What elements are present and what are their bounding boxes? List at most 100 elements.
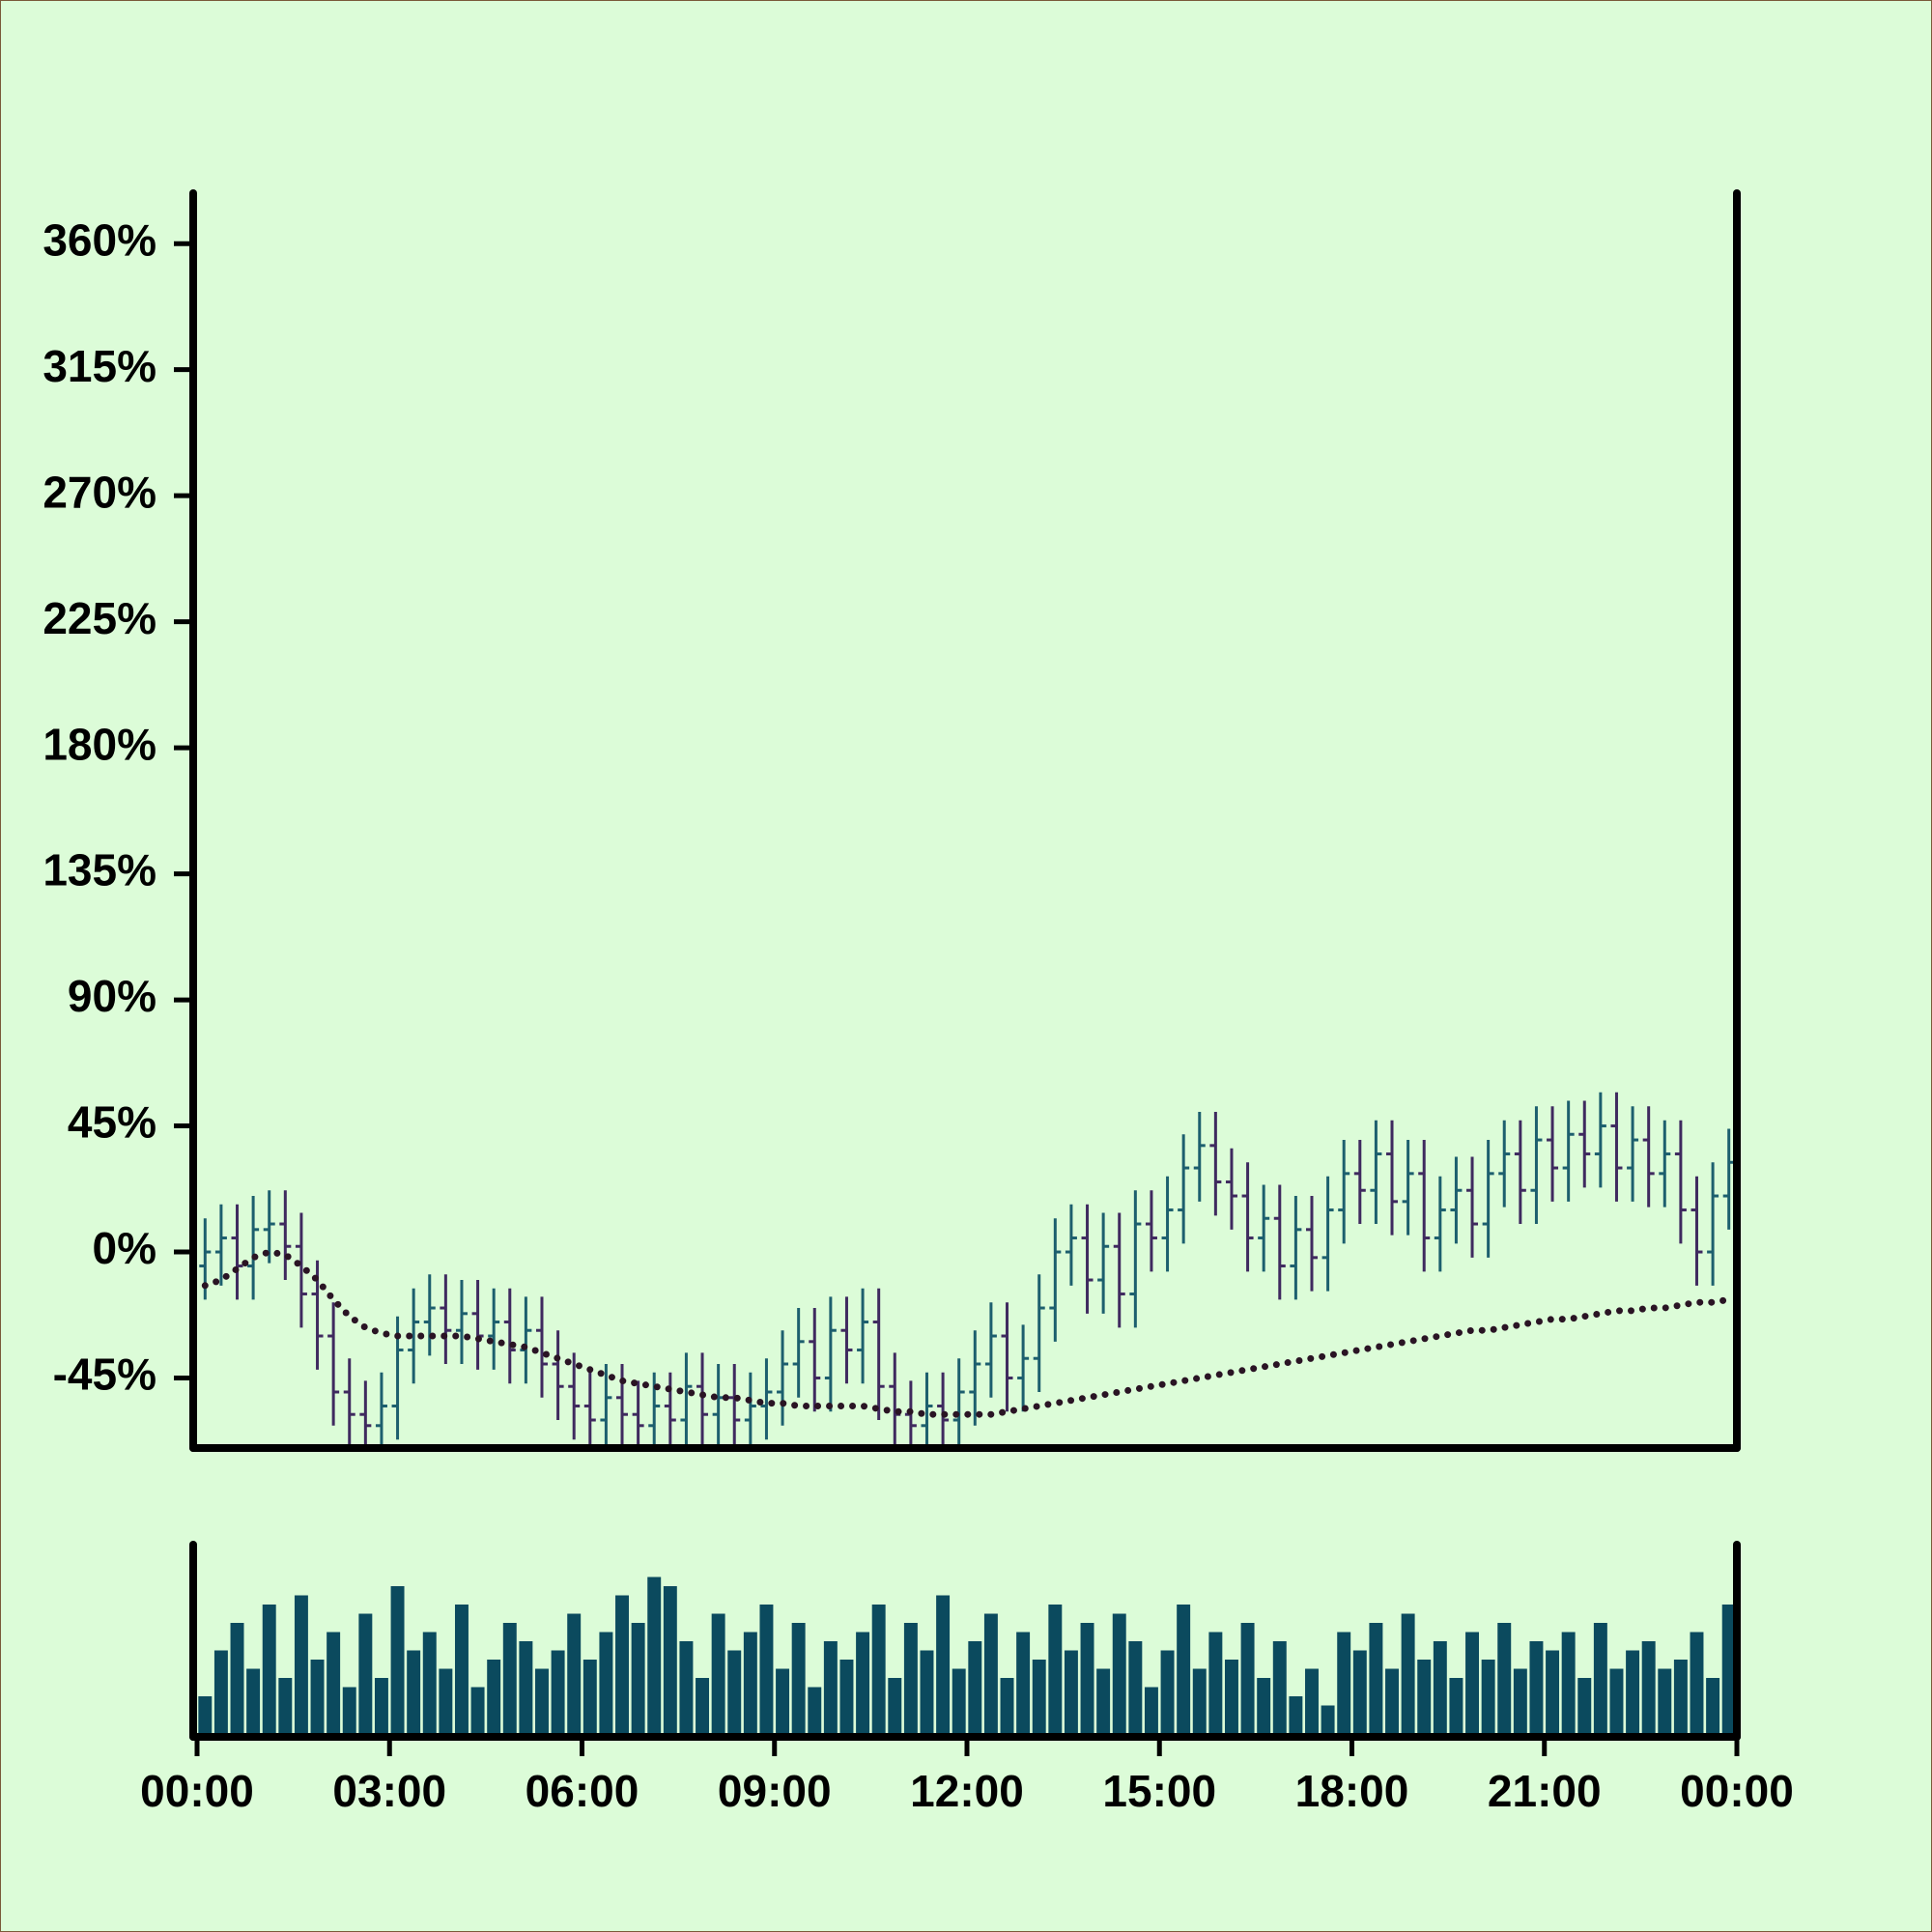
volume-bar <box>663 1586 677 1733</box>
volume-bar <box>1577 1678 1592 1733</box>
volume-bar <box>582 1660 597 1733</box>
volume-bar <box>1721 1605 1736 1733</box>
volume-bar <box>776 1668 790 1733</box>
volume-bar <box>1337 1632 1351 1733</box>
y-tick-label: 0% <box>93 1223 156 1273</box>
volume-bar <box>1112 1613 1126 1733</box>
volume-bar <box>1433 1641 1447 1733</box>
x-tick-label: 03:00 <box>332 1766 446 1816</box>
volume-bar <box>711 1613 725 1733</box>
volume-bar <box>631 1623 645 1733</box>
volume-bar <box>1257 1678 1271 1733</box>
y-tick-label: 90% <box>68 971 156 1021</box>
volume-bar <box>952 1668 966 1733</box>
volume-bar <box>983 1613 998 1733</box>
volume-bar <box>1673 1660 1688 1733</box>
volume-bar <box>871 1605 886 1733</box>
volume-bar <box>1177 1605 1191 1733</box>
volume-bar <box>1593 1623 1607 1733</box>
volume-bar <box>936 1595 951 1733</box>
volume-bar <box>599 1632 613 1733</box>
volume-bar <box>1529 1641 1544 1733</box>
y-tick-label: -45% <box>53 1350 156 1400</box>
volume-bar <box>262 1605 276 1733</box>
x-tick-label: 06:00 <box>526 1766 639 1816</box>
x-tick-label: 00:00 <box>1680 1766 1794 1816</box>
volume-bar <box>1064 1650 1078 1733</box>
volume-bar <box>1385 1668 1399 1733</box>
y-tick-label: 270% <box>43 467 156 517</box>
volume-bar <box>567 1613 582 1733</box>
volume-bar <box>1352 1650 1367 1733</box>
x-tick-label: 21:00 <box>1488 1766 1602 1816</box>
volume-bar <box>1369 1623 1383 1733</box>
volume-bars <box>198 1577 1736 1733</box>
volume-bar <box>615 1595 629 1733</box>
volume-bar <box>535 1668 549 1733</box>
volume-bar <box>839 1660 854 1733</box>
y-tick-label: 180% <box>43 719 156 769</box>
volume-bar <box>1609 1668 1624 1733</box>
volume-bar <box>310 1660 325 1733</box>
volume-bar <box>1160 1650 1175 1733</box>
volume-bar <box>342 1687 356 1733</box>
volume-bar <box>1224 1660 1238 1733</box>
moving-average <box>201 1248 1733 1418</box>
volume-bar <box>439 1668 453 1733</box>
volume-bar <box>1016 1632 1031 1733</box>
volume-bar <box>470 1687 485 1733</box>
volume-bar <box>743 1632 757 1733</box>
volume-bar <box>1465 1632 1480 1733</box>
volume-bar <box>823 1641 838 1733</box>
volume-bar <box>1401 1613 1415 1733</box>
volume-bar <box>647 1577 662 1733</box>
volume-bar <box>903 1623 918 1733</box>
volume-bar <box>1641 1641 1656 1733</box>
volume-bar <box>294 1595 308 1733</box>
volume-bar <box>1032 1660 1046 1733</box>
volume-bar <box>487 1660 501 1733</box>
volume-bar <box>502 1623 517 1733</box>
volume-bar <box>808 1687 822 1733</box>
volume-bar <box>1481 1660 1495 1733</box>
volume-bar <box>679 1641 694 1733</box>
volume-bar <box>213 1650 228 1733</box>
volume-bar <box>1658 1668 1672 1733</box>
volume-bar <box>374 1678 388 1733</box>
volume-bar <box>407 1650 421 1733</box>
volume-bar <box>230 1623 244 1733</box>
volume-bar <box>1321 1705 1335 1733</box>
volume-bar <box>454 1605 469 1733</box>
volume-bar <box>422 1632 437 1733</box>
volume-bar <box>1690 1632 1704 1733</box>
y-tick-label: 135% <box>43 845 156 895</box>
volume-bar <box>1305 1668 1319 1733</box>
volume-bar <box>1497 1623 1512 1733</box>
volume-bar <box>920 1650 934 1733</box>
volume-bar <box>856 1632 870 1733</box>
volume-bar <box>791 1623 806 1733</box>
volume-bar <box>968 1641 982 1733</box>
volume-bar <box>390 1586 405 1733</box>
volume-bar <box>1289 1696 1303 1733</box>
volume-bar <box>1128 1641 1143 1733</box>
volume-bar <box>1546 1650 1560 1733</box>
volume-bar <box>696 1678 710 1733</box>
volume-bar <box>1513 1668 1527 1733</box>
volume-bar <box>1272 1641 1287 1733</box>
volume-bar <box>246 1668 261 1733</box>
y-tick-label: 225% <box>43 593 156 643</box>
x-tick-label: 12:00 <box>910 1766 1024 1816</box>
volume-bar <box>1048 1605 1063 1733</box>
volume-bar <box>1706 1678 1720 1733</box>
volume-bar <box>1080 1623 1094 1733</box>
y-tick-label: 45% <box>68 1097 156 1148</box>
volume-bar <box>1449 1678 1463 1733</box>
volume-bar <box>198 1696 213 1733</box>
x-tick-label: 18:00 <box>1295 1766 1409 1816</box>
volume-bar <box>1144 1687 1158 1733</box>
y-tick-label: 315% <box>43 341 156 391</box>
y-tick-label: 360% <box>43 214 156 265</box>
